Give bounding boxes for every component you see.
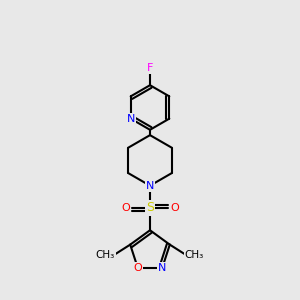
- Text: N: N: [127, 114, 135, 124]
- Text: CH₃: CH₃: [185, 250, 204, 260]
- Text: O: O: [121, 203, 130, 213]
- Text: O: O: [134, 263, 142, 273]
- Text: N: N: [158, 263, 166, 273]
- Text: CH₃: CH₃: [95, 250, 115, 260]
- Text: O: O: [170, 203, 179, 213]
- Text: S: S: [146, 202, 154, 214]
- Text: F: F: [147, 63, 153, 73]
- Text: N: N: [146, 181, 154, 191]
